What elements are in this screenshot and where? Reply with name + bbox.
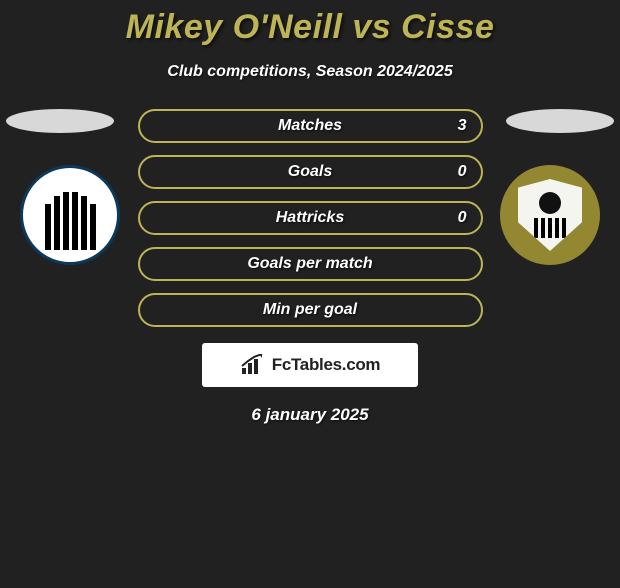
stat-row-hattricks: Hattricks 0 (138, 201, 483, 235)
stat-value: 0 (458, 209, 467, 227)
stat-row-matches: Matches 3 (138, 109, 483, 143)
stat-label: Goals (154, 163, 467, 181)
stat-label: Min per goal (154, 301, 467, 319)
stat-row-goals-per-match: Goals per match (138, 247, 483, 281)
stats-list: Matches 3 Goals 0 Hattricks 0 Goals per … (138, 109, 483, 327)
fctables-logo[interactable]: FcTables.com (202, 343, 418, 387)
logo-text: FcTables.com (272, 355, 381, 375)
stat-label: Matches (154, 117, 467, 135)
player-left-placeholder (6, 109, 114, 133)
stat-label: Hattricks (154, 209, 467, 227)
stat-value: 0 (458, 163, 467, 181)
stat-row-min-per-goal: Min per goal (138, 293, 483, 327)
stat-label: Goals per match (154, 255, 467, 273)
player-right-placeholder (506, 109, 614, 133)
stat-row-goals: Goals 0 (138, 155, 483, 189)
content-region: Matches 3 Goals 0 Hattricks 0 Goals per … (0, 109, 620, 425)
subtitle: Club competitions, Season 2024/2025 (0, 63, 620, 81)
club-badge-right (500, 165, 600, 265)
club-badge-left (20, 165, 120, 265)
date-text: 6 january 2025 (0, 405, 620, 425)
page-title: Mikey O'Neill vs Cisse (0, 8, 620, 47)
chart-icon (240, 354, 266, 376)
stat-value: 3 (458, 117, 467, 135)
